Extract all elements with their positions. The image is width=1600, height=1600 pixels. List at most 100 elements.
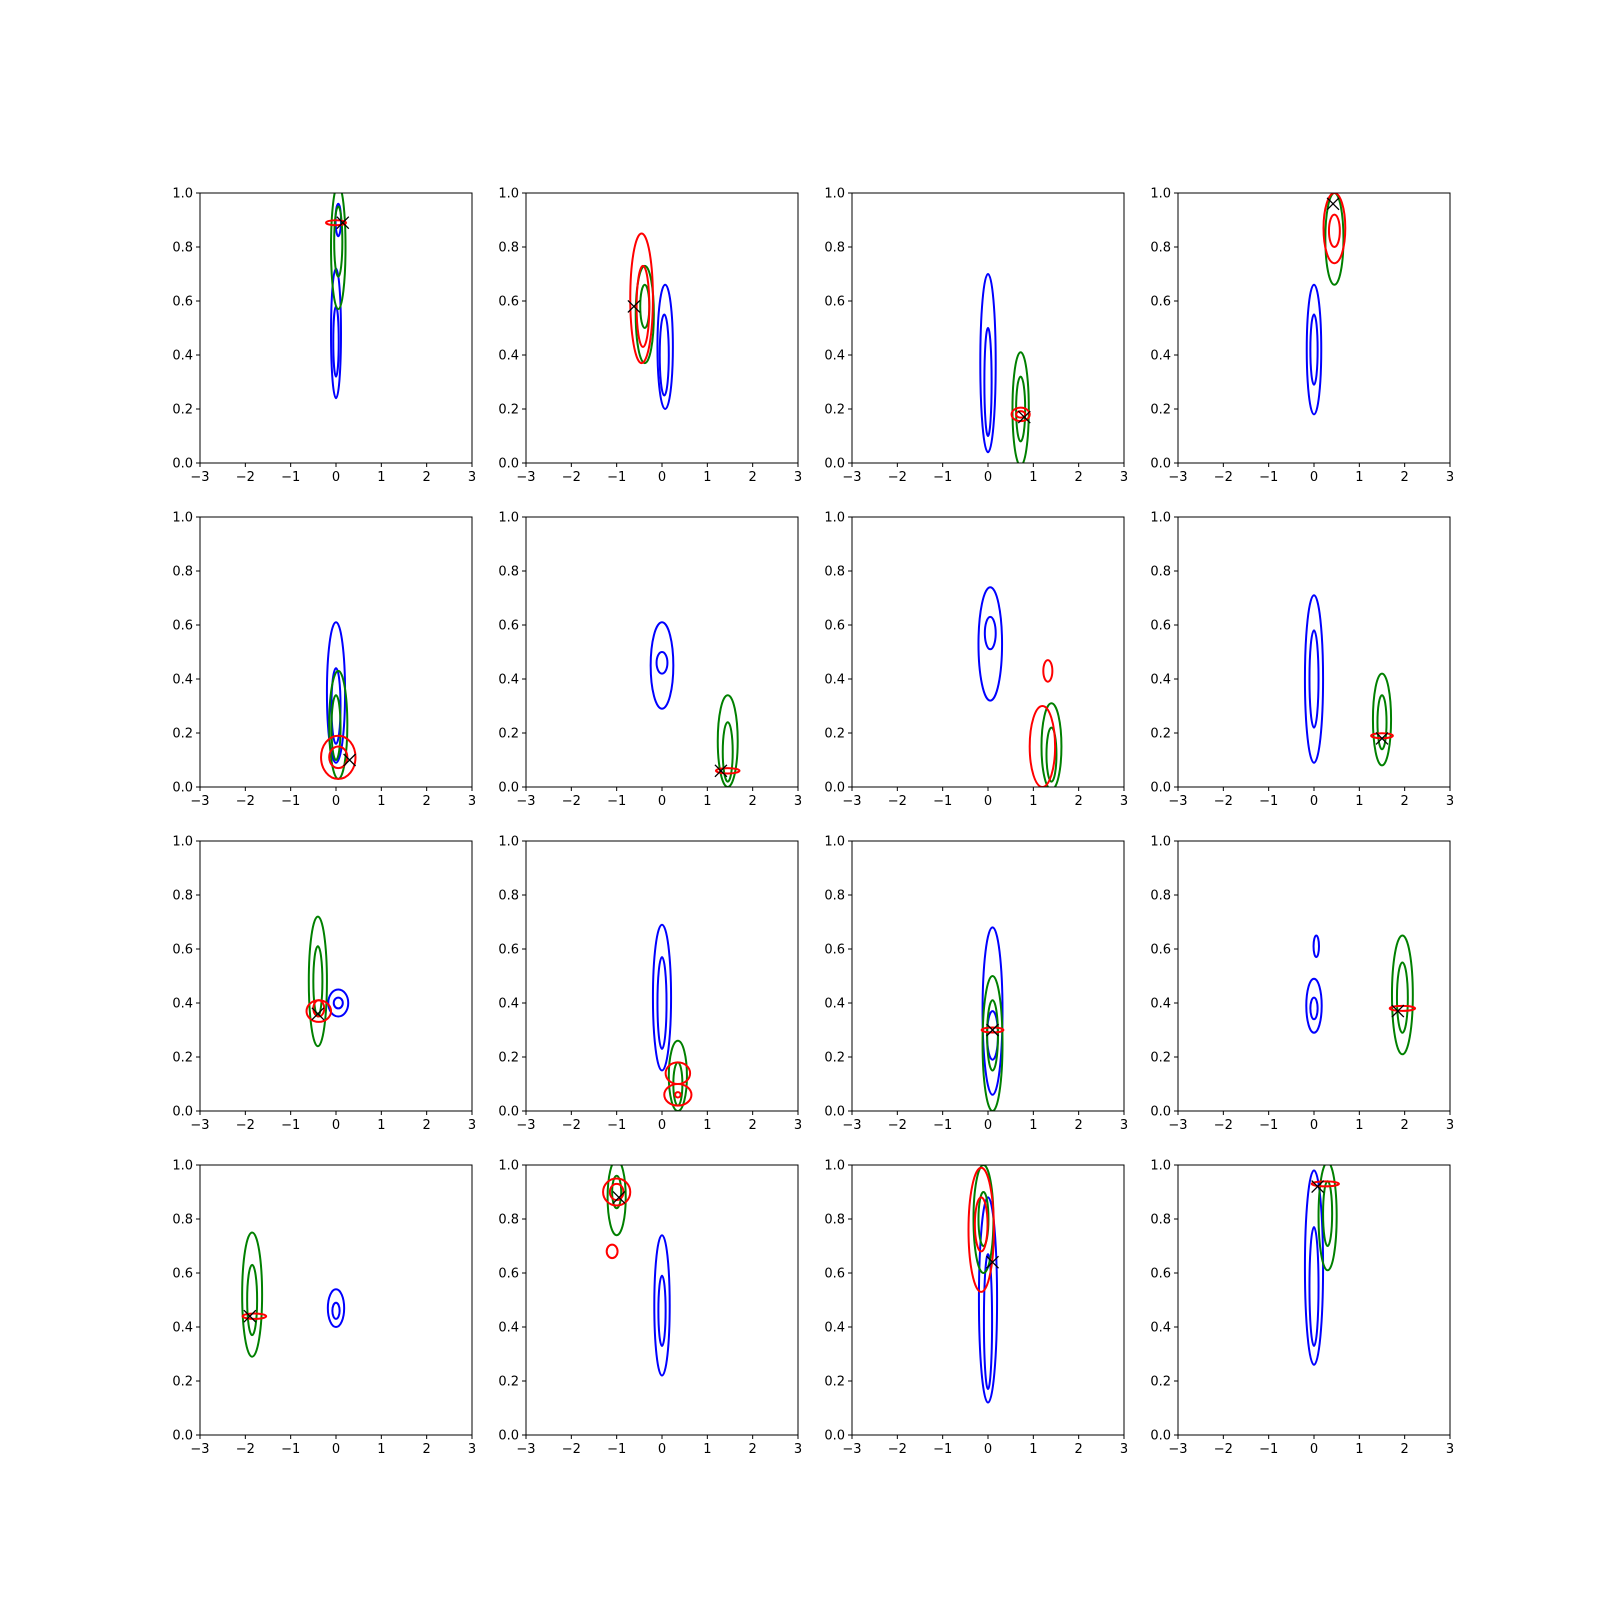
green-contour-1 — [667, 1039, 688, 1111]
y-tick-label: 0.8 — [1150, 241, 1171, 256]
y-tick-label: 0.6 — [172, 619, 193, 634]
x-tick-label: 1 — [377, 1442, 385, 1457]
plot-area — [967, 1165, 999, 1404]
y-tick-label: 1.0 — [1150, 1159, 1171, 1174]
red-contour-3 — [605, 1243, 619, 1260]
y-tick-label: 0.2 — [498, 1051, 519, 1066]
red-contour-1 — [1322, 193, 1347, 265]
y-tick-label: 0.4 — [498, 673, 519, 688]
y-tick-label: 0.2 — [172, 1051, 193, 1066]
green-contour-2 — [312, 945, 324, 1018]
x-tick-label: 1 — [377, 470, 385, 485]
green-contour-2 — [611, 1174, 623, 1210]
x-tick-label: 1 — [703, 794, 711, 809]
red-contour-1 — [241, 1312, 268, 1320]
x-marker — [1311, 1180, 1325, 1194]
x-tick-label: 1 — [1029, 1118, 1037, 1133]
blue-contour-2 — [983, 615, 997, 651]
panel-13: −3 −2 −1 0 1 2 3 0.0 0.2 0.4 0.6 0.8 1.0 — [172, 1159, 476, 1458]
blue-contour-2 — [332, 305, 340, 378]
x-tick-label: 3 — [468, 1442, 476, 1457]
y-tick-label: 0.6 — [1150, 295, 1171, 310]
panel-14: −3 −2 −1 0 1 2 3 0.0 0.2 0.4 0.6 0.8 1.0 — [498, 1159, 802, 1458]
y-tick-label: 1.0 — [172, 187, 193, 202]
y-tick-label: 0.2 — [824, 403, 845, 418]
x-tick-label: 2 — [423, 1442, 431, 1457]
x-tick-label: 3 — [1446, 1118, 1454, 1133]
x-tick-label: −2 — [1214, 794, 1233, 809]
red-contour-1 — [714, 767, 741, 775]
x-tick-label: 2 — [1075, 794, 1083, 809]
y-tick-label: 0.8 — [498, 565, 519, 580]
y-tick-label: 0.8 — [172, 1213, 193, 1228]
y-tick-label: 0.0 — [172, 1429, 193, 1444]
x-tick-label: −1 — [607, 1118, 626, 1133]
blue-contour-2 — [656, 956, 668, 1050]
axes-frame — [851, 516, 1125, 788]
x-tick-label: −2 — [236, 1118, 255, 1133]
y-tick-label: 0.0 — [498, 781, 519, 796]
x-tick-label: −3 — [190, 1118, 209, 1133]
x-marker — [986, 1023, 999, 1037]
x-tick-label: 0 — [332, 1118, 340, 1133]
blue-contour-1 — [977, 1196, 999, 1404]
blue-contour-2 — [331, 1301, 341, 1320]
y-tick-label: 0.4 — [1150, 349, 1171, 364]
x-tick-label: 0 — [332, 470, 340, 485]
y-tick-label: 1.0 — [498, 1159, 519, 1174]
green-contour-2 — [333, 205, 344, 278]
x-tick-label: 1 — [1355, 1442, 1363, 1457]
green-contour-2 — [1045, 726, 1058, 783]
green-contour-1 — [1371, 672, 1393, 767]
axes-frame — [851, 840, 1125, 1112]
y-tick-label: 0.0 — [824, 457, 845, 472]
x-tick-label: 3 — [1446, 794, 1454, 809]
blue-contour-2 — [1308, 1226, 1320, 1347]
y-tick-label: 0.2 — [824, 1375, 845, 1390]
green-contour-2 — [1376, 694, 1388, 751]
y-tick-label: 1.0 — [1150, 835, 1171, 850]
red-contour-2 — [635, 264, 651, 348]
x-tick-label: 3 — [1446, 1442, 1454, 1457]
x-tick-label: 1 — [377, 794, 385, 809]
x-tick-label: −1 — [1259, 794, 1278, 809]
y-tick-label: 0.2 — [1150, 403, 1171, 418]
y-tick-label: 0.6 — [498, 1267, 519, 1282]
y-tick-label: 0.8 — [824, 241, 845, 256]
y-tick-label: 0.8 — [824, 889, 845, 904]
x-tick-label: 3 — [468, 794, 476, 809]
x-tick-label: 2 — [1075, 1442, 1083, 1457]
y-tick-label: 1.0 — [1150, 187, 1171, 202]
x-tick-label: 2 — [1401, 794, 1409, 809]
x-tick-label: −3 — [842, 794, 861, 809]
x-tick-label: 0 — [984, 1118, 992, 1133]
x-tick-label: −2 — [236, 794, 255, 809]
red-contour-1 — [602, 1177, 632, 1207]
y-tick-label: 0.6 — [172, 1267, 193, 1282]
y-tick-label: 0.2 — [498, 727, 519, 742]
x-tick-label: −1 — [933, 470, 952, 485]
y-tick-label: 1.0 — [824, 835, 845, 850]
panel-5: −3 −2 −1 0 1 2 3 0.0 0.2 0.4 0.6 0.8 1.0 — [172, 511, 476, 810]
x-tick-label: 0 — [332, 794, 340, 809]
y-tick-label: 1.0 — [824, 187, 845, 202]
y-tick-label: 0.6 — [824, 295, 845, 310]
x-marker — [986, 1255, 999, 1269]
blue-contour-1 — [1305, 977, 1323, 1034]
y-tick-label: 0.8 — [172, 565, 193, 580]
blue-contour-3 — [1312, 934, 1320, 959]
x-tick-label: −2 — [888, 470, 907, 485]
blue-contour-1 — [653, 1234, 671, 1377]
blue-contour-1 — [649, 621, 675, 710]
x-marker — [1391, 1004, 1405, 1018]
y-tick-label: 0.6 — [1150, 1267, 1171, 1282]
x-marker — [243, 1309, 257, 1323]
plot-area — [325, 193, 350, 400]
x-tick-label: −1 — [281, 1442, 300, 1457]
blue-contour-1 — [656, 283, 674, 410]
x-tick-label: 2 — [423, 470, 431, 485]
x-tick-label: 2 — [749, 470, 757, 485]
axes-frame — [199, 840, 473, 1112]
panel-8: −3 −2 −1 0 1 2 3 0.0 0.2 0.4 0.6 0.8 1.0 — [1150, 511, 1454, 810]
blue-contour-2 — [330, 667, 342, 745]
